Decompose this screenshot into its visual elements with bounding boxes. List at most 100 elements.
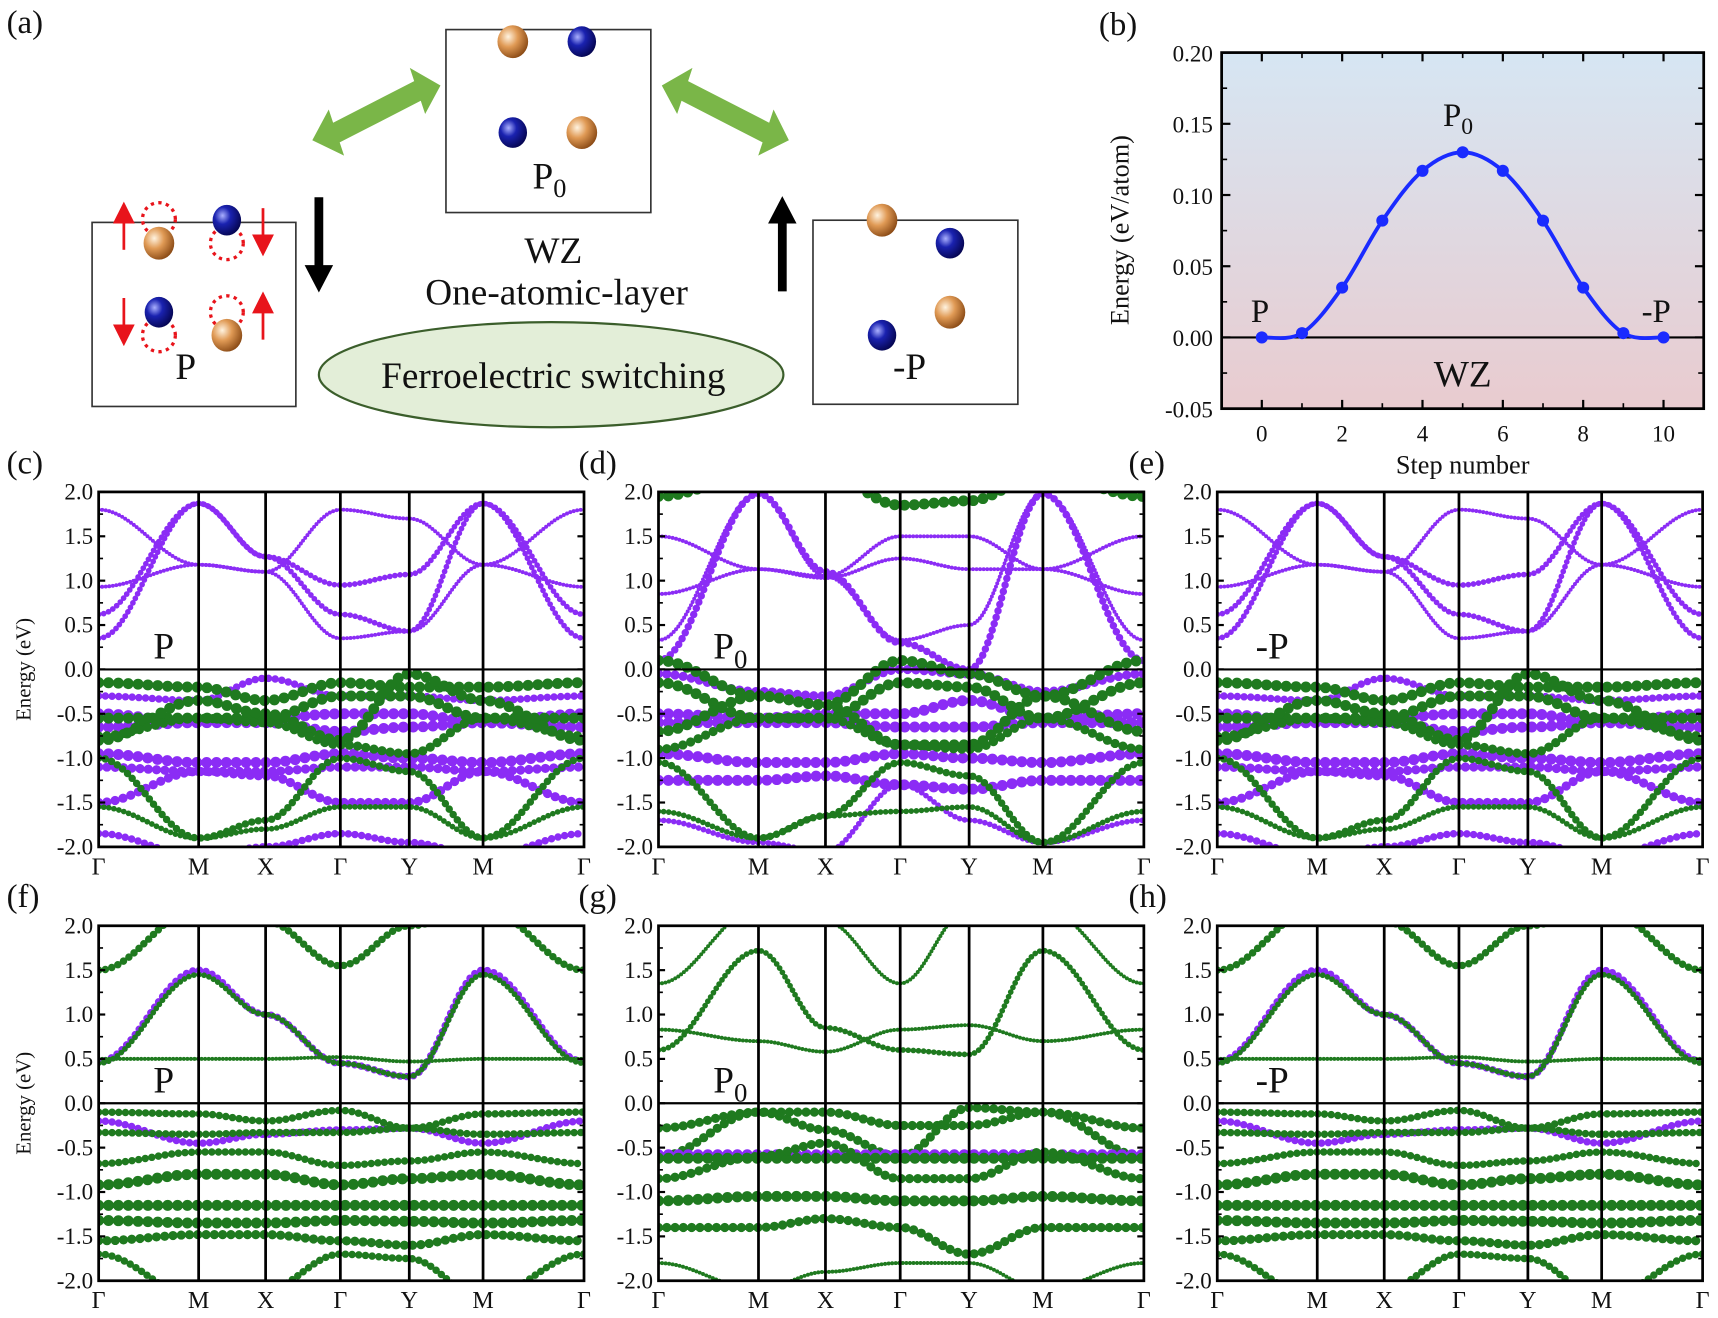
band-green-5 (1217, 1106, 1703, 1132)
anion-atom (498, 117, 528, 148)
k-point-label: Γ (92, 854, 106, 880)
k-point-label: Y (960, 854, 977, 880)
k-point-label: Y (960, 1288, 977, 1314)
band-green-15 (658, 758, 1144, 847)
k-point-label: Γ (1210, 854, 1224, 880)
annotation-wz: WZ (1434, 355, 1492, 396)
y-tick-label: 1.5 (624, 958, 653, 983)
plot-background (1221, 52, 1704, 409)
band-purple-1 (658, 491, 1144, 643)
y-tick-label: 0.20 (1173, 41, 1213, 66)
cation-atom (934, 295, 966, 329)
data-point (1255, 331, 1268, 344)
displacement-arrows (112, 201, 274, 347)
k-point-label: M (1307, 1288, 1328, 1314)
y-tick-label: 1.0 (624, 1002, 653, 1027)
k-point-label: Γ (1696, 854, 1710, 880)
band-purple-1 (1217, 500, 1703, 618)
x-tick-label: 10 (1652, 422, 1675, 447)
band-green-2 (1217, 971, 1703, 1080)
k-point-label: Y (1519, 854, 1536, 880)
anion-atom (144, 296, 174, 328)
band-green-14 (1217, 713, 1703, 759)
band-purple-3 (1217, 507, 1703, 574)
k-point-label: M (1032, 1288, 1053, 1314)
y-tick-label: 0.0 (64, 657, 93, 682)
band-green-10 (98, 1214, 585, 1229)
bands (98, 500, 585, 847)
y-tick-label: 0.5 (1183, 1047, 1212, 1072)
band-purple-2 (98, 562, 585, 641)
panel-b-chart: (b) 0.20 0.15 0.10 0.05 0.00 -0.05 0 2 4 6 8 10 Step … (1099, 7, 1706, 479)
band-green-6 (1217, 1124, 1703, 1138)
band-green-4 (658, 491, 1144, 511)
bands (1217, 925, 1703, 1281)
k-point-label: Γ (1696, 1288, 1710, 1314)
band-green-0 (658, 947, 1144, 1058)
panel-a-schematic: (a) P0 P WZ One-atomic-layer Fer (7, 5, 1019, 429)
y-axis-label: Energy (eV) (12, 618, 36, 721)
band-green-16 (1217, 804, 1703, 841)
anion-atom (935, 227, 965, 259)
k-point-label: Γ (652, 854, 666, 880)
data-point (1617, 327, 1630, 340)
k-point-label: Γ (893, 854, 907, 880)
state-label: -P (1256, 626, 1289, 667)
y-axis-label: Energy (eV) (12, 1052, 36, 1155)
x-tick-label: 4 (1417, 422, 1429, 447)
y-tick-label: 0.15 (1173, 113, 1213, 138)
y-tick-label: 0.10 (1173, 184, 1213, 209)
y-tick-label: -0.5 (617, 701, 653, 726)
y-tick-label: 2.0 (1183, 480, 1212, 505)
y-tick-label: 0.0 (64, 1091, 93, 1116)
data-point (1496, 164, 1509, 177)
panel-letter-d: (d) (579, 445, 617, 481)
k-point-label: M (1307, 854, 1328, 880)
k-point-label: Γ (1137, 1288, 1151, 1314)
panel-g-band-structure: (g)2.01.51.00.50.0-0.5-1.0-1.5-2.0Γ M X Γ Y M… (579, 879, 1151, 1314)
x-tick-label: 8 (1577, 422, 1589, 447)
data-point (1536, 214, 1550, 227)
data-point (1657, 331, 1670, 344)
y-tick-label: 2.0 (1183, 913, 1212, 938)
y-tick-label: -1.5 (1175, 1224, 1211, 1249)
y-tick-label: 1.5 (64, 958, 93, 983)
y-tick-label: 2.0 (64, 480, 93, 505)
double-arrow-icon (312, 67, 441, 156)
band-green-16 (98, 804, 585, 841)
bands (98, 925, 585, 1281)
x-axis-label: Step number (1396, 450, 1530, 479)
annotation-minus-p: -P (1642, 294, 1671, 330)
band-green-4 (1217, 925, 1703, 974)
band-purple-3 (98, 507, 585, 574)
k-point-label: Γ (1137, 854, 1151, 880)
y-tick-label: -1.0 (617, 1180, 653, 1205)
k-point-label: Γ (577, 854, 591, 880)
y-tick-label: 1.5 (64, 524, 93, 549)
k-point-label: M (472, 854, 493, 880)
data-point (1295, 327, 1309, 340)
band-green-7 (1217, 1148, 1703, 1170)
y-tick-label: -2.0 (617, 835, 653, 860)
state-label-p: P (175, 347, 196, 388)
y-tick-label: 1.5 (1183, 958, 1212, 983)
panel-letter-f: (f) (7, 879, 40, 915)
band-green-12 (1217, 1250, 1703, 1281)
y-tick-label: -1.5 (57, 790, 93, 815)
band-purple-9 (1217, 766, 1703, 808)
structure-label: WZ (524, 231, 582, 272)
panel-letter-g: (g) (579, 879, 617, 915)
y-tick-label: -0.5 (1175, 1135, 1211, 1160)
y-tick-label: 0.5 (64, 613, 93, 638)
y-tick-label: -1.5 (1175, 790, 1211, 815)
state-label: -P (1256, 1060, 1289, 1101)
y-tick-label: 0.0 (624, 1091, 653, 1116)
panel-letter-c: (c) (7, 445, 43, 481)
switching-label: Ferroelectric switching (381, 356, 725, 397)
k-point-label: Γ (333, 1288, 347, 1314)
y-tick-label: -0.05 (1165, 397, 1213, 422)
band-green-10 (658, 1261, 1144, 1281)
band-green-12 (98, 1250, 585, 1281)
band-green-2 (98, 971, 585, 1080)
band-green-11 (658, 655, 1144, 711)
